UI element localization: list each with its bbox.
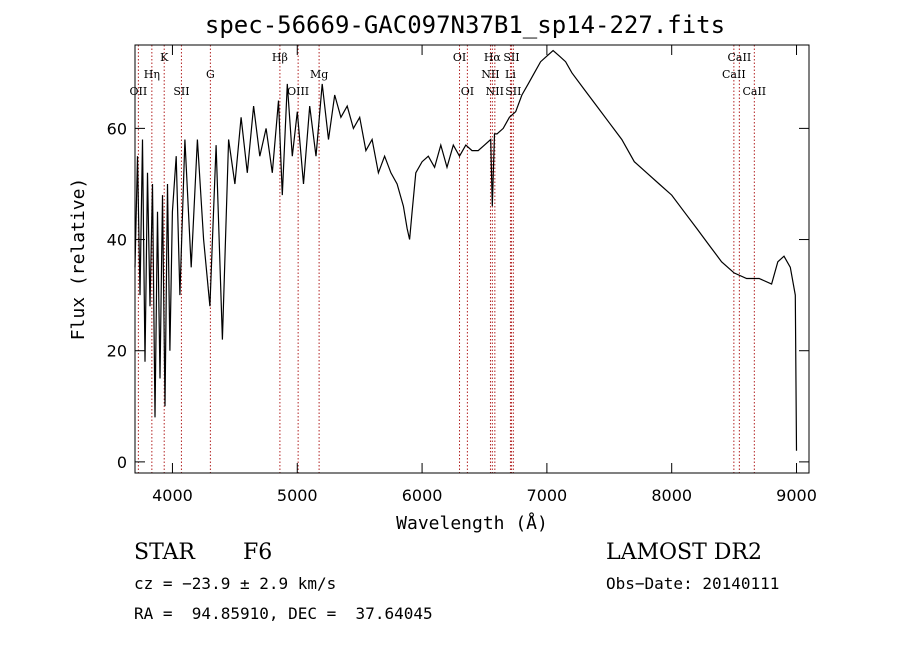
spectral-line-label: Li — [505, 68, 516, 81]
spectral-line-label: SII — [173, 85, 189, 98]
spectral-line-label: OII — [130, 85, 148, 98]
y-axis-ticks: 0 20 40 60 — [107, 119, 809, 472]
spectrum-series-line — [134, 49, 798, 451]
spectral-line-label: CaII — [742, 85, 766, 98]
x-tick-label: 6000 — [402, 486, 443, 505]
spectral-line-label: NII — [486, 85, 504, 98]
survey-name: LAMOST DR2 — [606, 540, 762, 565]
x-tick-label: 5000 — [277, 486, 318, 505]
spectral-line-label: OI — [461, 85, 474, 98]
x-tick-label: 4000 — [152, 486, 193, 505]
spectral-line-label: G — [206, 68, 215, 81]
spectral-line-label: K — [160, 51, 169, 64]
redshift-velocity: cz = −23.9 ± 2.9 km/s — [134, 574, 337, 593]
x-tick-label: 7000 — [527, 486, 568, 505]
x-tick-label: 9000 — [776, 486, 817, 505]
y-tick-label: 40 — [107, 231, 127, 250]
y-tick-label: 20 — [107, 342, 127, 361]
spectral-line-label: Hβ — [272, 51, 288, 64]
spectral-line-label: OI — [453, 51, 466, 64]
spectral-line-label: Hα — [484, 51, 502, 64]
spectral-line-markers — [137, 45, 755, 473]
plot-frame — [134, 44, 810, 474]
object-subclass: F6 — [243, 540, 273, 565]
spectral-line-label: CaII — [722, 68, 746, 81]
spectral-line-label: Hη — [144, 68, 160, 81]
object-class: STAR — [134, 540, 195, 565]
spectral-line-label: CaII — [728, 51, 752, 64]
spectral-line-label: SII — [503, 51, 519, 64]
x-axis-label: Wavelength (Å) — [396, 512, 548, 534]
observation-date: Obs−Date: 20140111 — [606, 574, 780, 593]
spectral-line-label: Mg — [310, 68, 328, 81]
y-tick-label: 0 — [117, 453, 127, 472]
spectral-line-label: NII — [481, 68, 499, 81]
x-tick-label: 8000 — [651, 486, 692, 505]
spectral-line-label: OIII — [287, 85, 309, 98]
y-axis-label: Flux (relative) — [68, 178, 89, 341]
y-tick-label: 60 — [107, 119, 127, 138]
spectral-line-labels: OIIHηKSIIGHβOIIIMgOIOINIIHαNIILiSIISIICa… — [130, 51, 767, 98]
coordinates: RA = 94.85910, DEC = 37.64045 — [134, 604, 433, 623]
chart-title: spec-56669-GAC097N37B1_sp14-227.fits — [205, 11, 725, 39]
spectral-line-label: SII — [505, 85, 521, 98]
x-axis-ticks: 4000 5000 6000 7000 8000 9000 — [152, 45, 817, 505]
